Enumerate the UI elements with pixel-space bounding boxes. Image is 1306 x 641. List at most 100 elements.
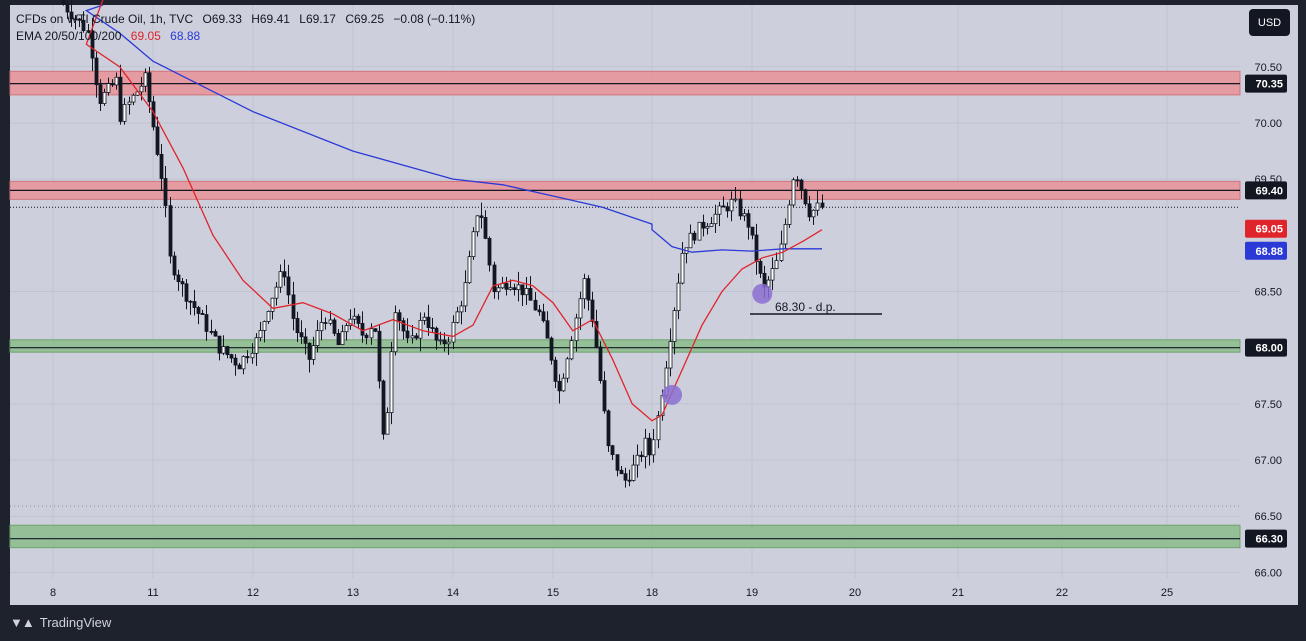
- candle-body: [155, 126, 160, 155]
- candle-body: [295, 318, 300, 334]
- ema-label[interactable]: EMA 20/50/100/200: [16, 29, 122, 43]
- candle-body: [799, 179, 804, 191]
- candle-body: [319, 322, 324, 332]
- candle-body: [180, 281, 185, 285]
- candle-body: [225, 346, 230, 355]
- candle-body: [668, 341, 673, 369]
- low-value: L69.17: [299, 12, 336, 26]
- candle-body: [627, 479, 632, 482]
- candle-body: [733, 198, 738, 201]
- candle-body: [168, 205, 173, 257]
- candle-body: [594, 321, 599, 348]
- candle-body: [163, 178, 168, 207]
- candle-body: [639, 454, 644, 458]
- ema-price-label: 69.05: [1255, 224, 1283, 236]
- candle-body: [94, 57, 99, 86]
- candle-body: [286, 276, 291, 296]
- time-tick-label: 21: [952, 587, 964, 599]
- annotations: 68.30 - d.p.: [662, 283, 882, 405]
- level-price-label: 68.00: [1255, 343, 1283, 355]
- candle-body: [713, 213, 718, 225]
- candle-body: [791, 179, 796, 206]
- candle-body: [159, 153, 164, 179]
- candle-body: [81, 19, 86, 31]
- candle-body: [217, 335, 222, 354]
- candle-body: [541, 311, 546, 322]
- candle-body: [401, 320, 406, 332]
- candle-body: [229, 354, 234, 359]
- candle-body: [688, 232, 693, 249]
- currency-button[interactable]: USD: [1249, 9, 1290, 36]
- candle-body: [557, 380, 562, 392]
- candle-body: [606, 410, 611, 447]
- time-tick-label: 12: [247, 587, 259, 599]
- candle-body: [623, 473, 628, 481]
- candle-body: [77, 18, 82, 21]
- candle-body: [434, 327, 439, 341]
- candle-body: [680, 252, 685, 284]
- candle-body: [459, 305, 464, 313]
- candle-body: [405, 330, 410, 339]
- candle-body: [102, 92, 107, 104]
- candle-body: [188, 300, 193, 303]
- candle-body: [483, 217, 488, 239]
- candle-body: [274, 286, 279, 299]
- level-price-tag: [1245, 74, 1287, 93]
- candle-body: [122, 104, 127, 122]
- time-tick-label: 8: [50, 587, 56, 599]
- candle-body: [467, 256, 472, 284]
- close-value: C69.25: [345, 12, 385, 26]
- candle-body: [774, 260, 779, 270]
- candle-body: [783, 224, 788, 245]
- candle-body: [569, 340, 574, 360]
- price-axis-panel[interactable]: [1240, 5, 1298, 578]
- candle-body: [442, 339, 447, 345]
- time-axis-panel[interactable]: [10, 578, 1298, 605]
- candle-body: [721, 205, 726, 208]
- level-price-label: 69.40: [1255, 185, 1283, 197]
- candle-body: [619, 469, 624, 475]
- time-tick-label: 14: [447, 587, 459, 599]
- candle-body: [213, 331, 218, 337]
- tradingview-logo[interactable]: ▼▲ TradingView: [10, 615, 111, 630]
- candle-body: [647, 437, 652, 456]
- candle-body: [754, 234, 759, 262]
- candle-body: [352, 315, 357, 320]
- candle-body: [508, 287, 513, 290]
- ema-slow-value: 68.88: [170, 29, 201, 43]
- candle-body: [200, 313, 205, 315]
- price-tick-label: 70.50: [1254, 62, 1282, 74]
- candle-body: [803, 189, 808, 205]
- price-zone: [9, 524, 1241, 549]
- candle-body: [643, 437, 648, 458]
- price-zone: [9, 339, 1241, 353]
- candle-body: [471, 231, 476, 258]
- candle-body: [725, 206, 730, 212]
- candle-body: [586, 278, 591, 301]
- tradingview-logo-icon: ▼▲: [10, 615, 35, 630]
- candle-body: [590, 299, 595, 322]
- price-tick-label: 66.50: [1254, 511, 1282, 523]
- candle-body: [524, 288, 529, 296]
- candle-body: [717, 205, 722, 215]
- candle-body: [553, 359, 558, 382]
- symbol-title[interactable]: CFDs on WTI Crude Oil, 1h, TVC: [16, 12, 194, 26]
- candle-body: [192, 301, 197, 308]
- candle-body: [233, 357, 238, 366]
- candle-body: [742, 213, 747, 217]
- candle-body: [393, 312, 398, 353]
- signal-marker: [662, 384, 682, 405]
- candle-body: [807, 203, 812, 218]
- candle-body: [516, 284, 521, 291]
- candle-body: [451, 321, 456, 343]
- candle-body: [73, 18, 78, 21]
- candle-body: [114, 76, 119, 86]
- candle-body: [250, 352, 255, 359]
- candle-body: [65, 3, 70, 13]
- ema-fast-value: 69.05: [130, 29, 161, 43]
- candle-body: [463, 282, 468, 307]
- time-tick-label: 11: [147, 587, 158, 599]
- annotation-label: 68.30 - d.p.: [775, 300, 836, 314]
- price-tick-label: 67.00: [1254, 455, 1282, 467]
